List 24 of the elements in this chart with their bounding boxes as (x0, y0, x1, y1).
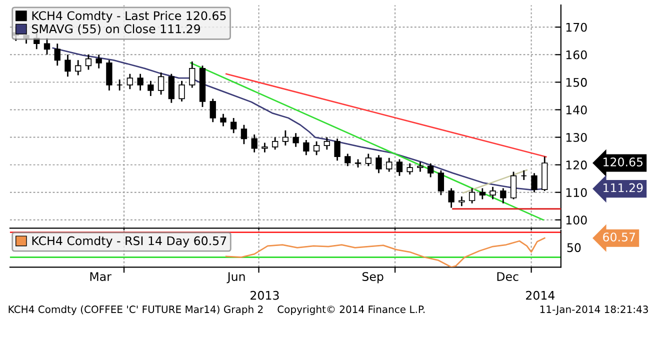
x-tick-label: Mar (90, 272, 112, 281)
legend-label: SMAVG (55) on Close 111.29 (32, 24, 200, 35)
x2-tick-label: 2013 (250, 290, 279, 300)
text: 11-Jan-2014 18:21:43 (540, 306, 648, 315)
y-tick-label: 170 (566, 22, 587, 32)
x-tick-label: Jun (226, 272, 245, 284)
x-tick-label: Dec (497, 272, 518, 281)
text: 111.29 (604, 183, 643, 192)
y-tick-label: 100 (566, 216, 587, 225)
y-tick-label: 160 (566, 50, 587, 60)
text: 50 (567, 243, 581, 252)
y-tick-label: 130 (566, 132, 587, 142)
text: 60.57 (603, 232, 636, 242)
y-tick-label: 140 (566, 105, 587, 114)
x2-tick-label: 2014 (526, 290, 555, 300)
x-tick-label: Sep (362, 272, 384, 284)
y-tick-label: 150 (566, 78, 587, 87)
y-tick-label: 120 (566, 160, 587, 170)
legend-label: KCH4 Comdty - RSI 14 Day 60.57 (32, 236, 226, 248)
y-tick-label: 110 (566, 188, 587, 197)
text: Copyright© 2014 Finance L.P. (278, 305, 425, 316)
legend-label: KCH4 Comdty - Last Price 120.65 (32, 10, 226, 22)
text: KCH4 Comdty (COFFEE 'C' FUTURE Mar14) Graph 2 (8, 305, 263, 316)
text: 120.65 (604, 158, 643, 166)
